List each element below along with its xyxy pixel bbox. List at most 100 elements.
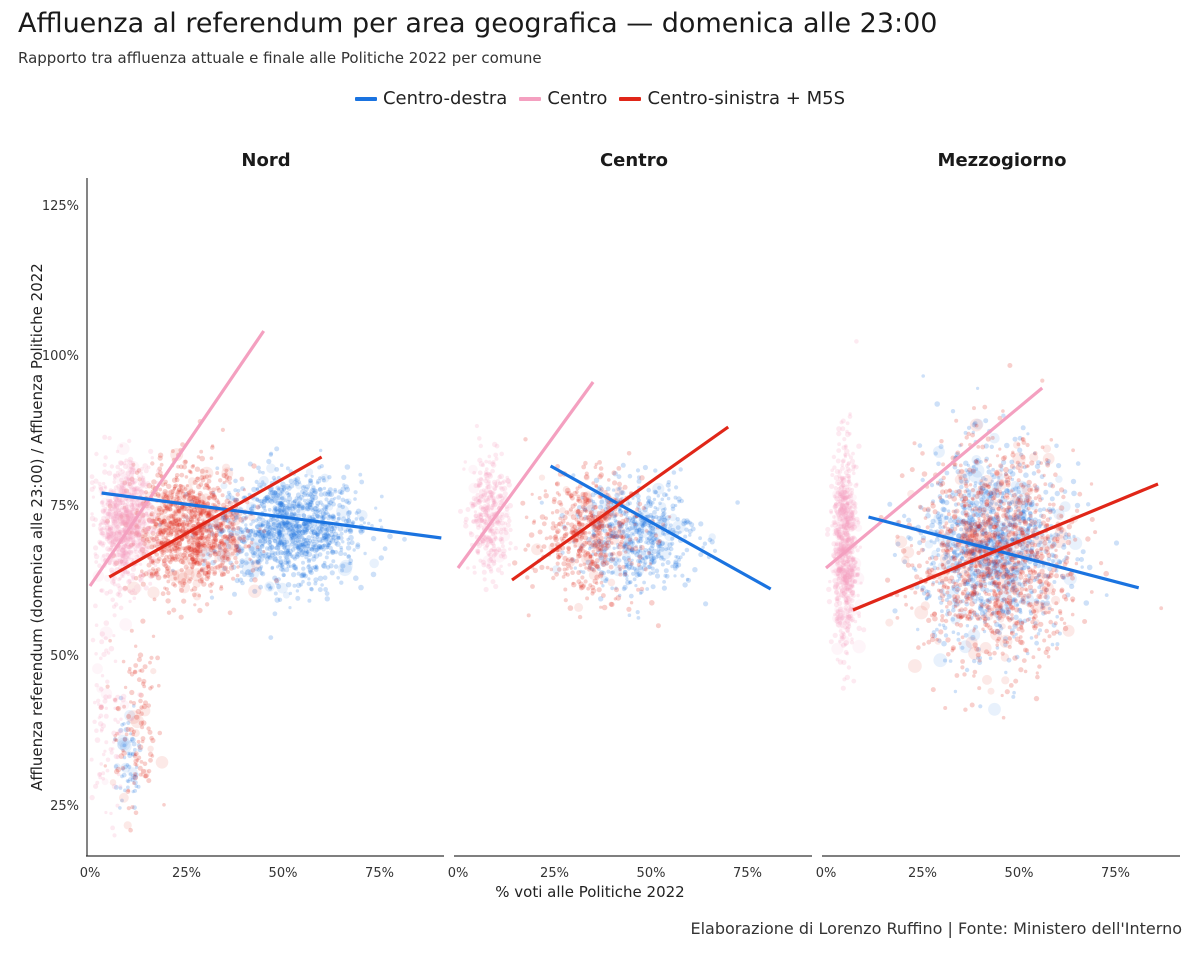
point-centro bbox=[91, 523, 96, 528]
point-centro-destra bbox=[320, 508, 325, 512]
point-centro-destra bbox=[320, 514, 324, 518]
point-centro-sinistra-m5s bbox=[209, 543, 214, 548]
point-centro-sinistra-m5s bbox=[214, 526, 220, 531]
point-centro-sinistra-m5s bbox=[218, 478, 223, 483]
point-centro-sinistra-m5s bbox=[574, 602, 584, 612]
point-centro bbox=[110, 526, 114, 530]
point-centro-sinistra-m5s bbox=[169, 549, 173, 553]
point-centro-destra bbox=[255, 487, 260, 492]
point-centro-destra bbox=[240, 559, 245, 564]
point-centro-destra bbox=[311, 541, 317, 548]
point-centro-destra bbox=[286, 485, 292, 491]
point-centro-destra bbox=[267, 546, 273, 552]
point-centro-destra bbox=[267, 554, 272, 559]
point-centro bbox=[97, 772, 102, 777]
point-centro-destra bbox=[662, 492, 668, 498]
point-centro bbox=[108, 507, 112, 512]
point-centro bbox=[107, 694, 112, 699]
point-centro-sinistra-m5s bbox=[176, 508, 182, 514]
point-centro bbox=[114, 602, 119, 607]
point-centro-sinistra-m5s bbox=[239, 476, 245, 482]
point-centro-sinistra-m5s bbox=[192, 548, 198, 553]
point-centro bbox=[112, 538, 118, 544]
point-centro-destra bbox=[310, 508, 315, 513]
point-centro bbox=[108, 532, 113, 537]
point-centro-sinistra-m5s bbox=[599, 548, 603, 552]
point-centro-sinistra-m5s bbox=[180, 583, 186, 588]
point-centro-destra bbox=[254, 479, 259, 484]
point-centro-destra bbox=[249, 536, 255, 542]
point-centro-sinistra-m5s bbox=[189, 519, 195, 524]
point-centro-sinistra-m5s bbox=[181, 519, 186, 524]
point-centro-sinistra-m5s bbox=[196, 571, 201, 575]
point-centro-sinistra-m5s bbox=[170, 556, 175, 561]
point-centro-sinistra-m5s bbox=[191, 561, 197, 567]
point-centro-sinistra-m5s bbox=[186, 538, 190, 542]
point-centro-destra bbox=[644, 540, 648, 545]
point-centro-destra bbox=[279, 542, 285, 547]
point-centro-destra bbox=[245, 535, 251, 541]
point-centro-sinistra-m5s bbox=[621, 565, 626, 570]
point-centro bbox=[156, 468, 161, 474]
point-centro-sinistra-m5s bbox=[155, 655, 161, 661]
point-centro-sinistra-m5s bbox=[156, 567, 161, 572]
point-centro-destra bbox=[286, 527, 292, 533]
point-centro-destra bbox=[183, 492, 189, 497]
point-centro-sinistra-m5s bbox=[541, 521, 547, 527]
point-centro-destra bbox=[324, 527, 330, 533]
point-centro bbox=[105, 768, 110, 773]
point-centro-destra bbox=[305, 550, 310, 554]
point-centro bbox=[100, 500, 105, 505]
point-centro-destra bbox=[277, 521, 282, 527]
point-centro-sinistra-m5s bbox=[226, 475, 233, 482]
point-centro-destra bbox=[929, 562, 933, 566]
point-centro-destra bbox=[294, 537, 300, 543]
point-centro-destra bbox=[308, 505, 314, 511]
point-centro-sinistra-m5s bbox=[557, 555, 562, 559]
point-centro-destra bbox=[252, 588, 258, 594]
point-centro bbox=[108, 514, 114, 520]
point-centro-sinistra-m5s bbox=[119, 792, 129, 803]
point-centro-sinistra-m5s bbox=[233, 497, 240, 504]
point-centro-sinistra-m5s bbox=[188, 511, 193, 516]
point-centro-sinistra-m5s bbox=[192, 592, 202, 601]
point-centro-destra bbox=[265, 496, 270, 502]
point-centro-sinistra-m5s bbox=[171, 507, 185, 521]
point-centro-destra bbox=[650, 543, 655, 549]
point-centro-destra bbox=[652, 497, 657, 502]
point-centro-destra bbox=[239, 548, 245, 554]
point-centro-destra bbox=[276, 583, 282, 590]
point-centro-sinistra-m5s bbox=[215, 564, 221, 570]
point-centro-sinistra-m5s bbox=[124, 732, 129, 737]
legend-swatch-centro-sinistra-m5s bbox=[619, 96, 642, 101]
point-centro-destra bbox=[248, 507, 253, 511]
point-centro-destra bbox=[264, 581, 275, 592]
point-centro-sinistra-m5s bbox=[196, 516, 202, 522]
point-centro-destra bbox=[281, 507, 286, 513]
point-centro-sinistra-m5s bbox=[222, 547, 228, 553]
point-centro-destra bbox=[284, 510, 290, 516]
point-centro bbox=[475, 548, 480, 554]
point-centro-destra bbox=[132, 704, 136, 708]
point-centro-destra bbox=[278, 536, 284, 542]
point-centro-destra bbox=[269, 451, 274, 456]
point-centro bbox=[99, 487, 104, 492]
point-centro-destra bbox=[275, 489, 283, 497]
point-centro-destra bbox=[260, 543, 264, 548]
point-centro-destra bbox=[293, 513, 297, 517]
point-centro-destra bbox=[309, 488, 315, 494]
point-centro-sinistra-m5s bbox=[220, 571, 226, 577]
point-centro-sinistra-m5s bbox=[202, 570, 209, 577]
point-centro-destra bbox=[311, 485, 316, 490]
point-centro-sinistra-m5s bbox=[599, 520, 605, 526]
point-centro bbox=[109, 567, 115, 573]
point-centro-destra bbox=[190, 533, 195, 538]
point-centro-destra bbox=[322, 506, 327, 512]
point-centro-sinistra-m5s bbox=[172, 546, 178, 552]
point-centro-sinistra-m5s bbox=[220, 427, 225, 432]
point-centro-sinistra-m5s bbox=[196, 510, 202, 516]
point-centro-sinistra-m5s bbox=[179, 529, 183, 533]
point-centro-sinistra-m5s bbox=[616, 466, 622, 471]
point-centro-sinistra-m5s bbox=[161, 518, 167, 524]
point-centro-sinistra-m5s bbox=[196, 455, 201, 459]
